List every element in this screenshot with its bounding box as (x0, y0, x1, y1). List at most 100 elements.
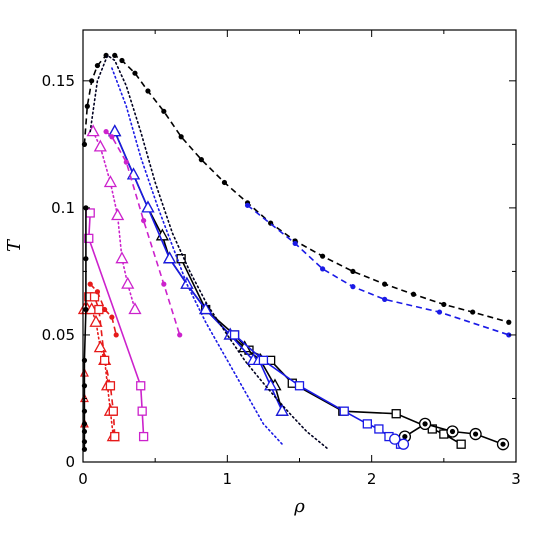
data-point (113, 332, 119, 338)
series-0-line (83, 54, 510, 323)
data-point (109, 314, 115, 320)
series-12 (84, 292, 120, 442)
series-0 (81, 52, 512, 325)
series-4-line (114, 131, 283, 412)
series-7 (389, 433, 410, 450)
x-tick-label: 3 (511, 470, 521, 488)
data-point (389, 433, 401, 445)
data-point (456, 439, 466, 449)
data-point (84, 233, 94, 244)
data-point (119, 57, 125, 64)
data-point (93, 139, 107, 152)
data-point (163, 251, 177, 264)
series-6 (229, 330, 406, 449)
data-point (136, 381, 146, 391)
data-point (83, 306, 89, 313)
data-point (108, 124, 122, 137)
data-point (87, 281, 93, 287)
data-point (180, 276, 194, 289)
data-point (83, 256, 89, 262)
data-point (85, 208, 95, 218)
data-point-core (472, 431, 479, 437)
y-tick-label: 0.1 (51, 199, 75, 217)
data-point-core (500, 441, 506, 447)
data-point-core (449, 428, 456, 435)
y-tick-label: 0.15 (42, 72, 75, 90)
data-point (258, 355, 269, 366)
data-point (469, 427, 482, 441)
series-11-line (83, 308, 115, 438)
data-point (84, 103, 90, 109)
data-point (410, 291, 417, 297)
data-point (132, 70, 138, 76)
data-point (89, 78, 95, 84)
series-17-line (111, 67, 284, 446)
data-point (264, 378, 278, 391)
data-point (137, 406, 147, 416)
data-point (102, 306, 108, 313)
data-point (199, 302, 213, 315)
data-point (141, 217, 147, 224)
data-point (108, 406, 118, 416)
series-layer (77, 52, 512, 452)
series-2-line (180, 258, 462, 445)
series-9 (103, 129, 183, 338)
data-point (496, 438, 510, 451)
data-point (126, 167, 141, 180)
data-point (441, 301, 447, 308)
data-point (294, 381, 305, 391)
data-point (161, 108, 167, 114)
data-point (141, 200, 155, 213)
data-point (105, 381, 116, 391)
data-point (350, 268, 356, 275)
data-point (94, 289, 101, 295)
data-point (103, 175, 118, 188)
y-tick-label: 0 (65, 453, 75, 471)
data-point (128, 302, 142, 315)
data-point-core (402, 433, 408, 440)
series-3 (398, 417, 510, 451)
data-point (506, 319, 512, 325)
data-point (115, 251, 129, 264)
y-tick-label: 0.05 (42, 326, 75, 344)
data-point (103, 129, 109, 135)
data-point (391, 409, 401, 419)
data-point (506, 332, 512, 338)
data-point (89, 292, 100, 302)
data-point (221, 179, 228, 186)
data-point-core (422, 421, 428, 427)
data-point (244, 202, 251, 208)
data-point (89, 314, 103, 327)
data-point (374, 424, 384, 434)
data-point (229, 330, 240, 340)
data-point (110, 431, 120, 442)
data-point (145, 88, 151, 94)
data-point (275, 403, 289, 416)
series-16 (89, 54, 330, 451)
data-point (86, 124, 100, 137)
data-point (446, 425, 459, 438)
series-1 (244, 202, 512, 338)
x-axis-label: ρ (293, 496, 305, 517)
series-13 (87, 281, 119, 338)
data-point (176, 254, 186, 264)
data-point (100, 355, 110, 366)
data-point (123, 159, 129, 165)
data-point (121, 276, 135, 289)
data-point (382, 281, 388, 287)
data-point (397, 438, 410, 450)
data-point (382, 296, 388, 302)
series-16-line (89, 54, 330, 451)
data-point (161, 281, 167, 287)
y-axis-label: T (4, 238, 25, 252)
data-point (292, 240, 298, 247)
data-point (94, 62, 101, 69)
x-tick-label: 0 (78, 470, 88, 488)
data-point (436, 309, 443, 315)
data-point (177, 332, 183, 338)
series-9-line (105, 130, 181, 336)
data-point (93, 340, 107, 353)
data-point (418, 417, 432, 431)
data-point (362, 419, 372, 429)
